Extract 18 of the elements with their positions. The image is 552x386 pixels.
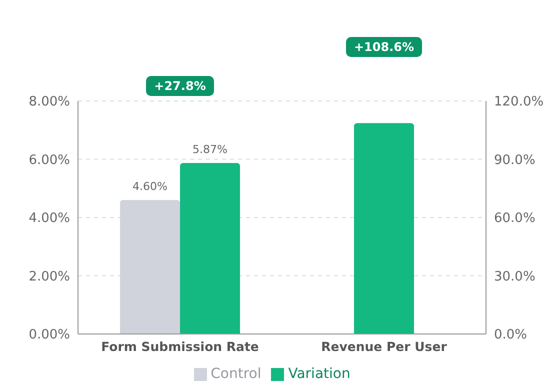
x-tick-label: Form Submission Rate	[101, 338, 259, 354]
x-tick-label: Revenue Per User	[321, 338, 448, 354]
y2-tick-label: 120.0%	[494, 94, 544, 110]
data-label: 4.60%	[132, 180, 168, 194]
y2-tick-label: 0.0%	[494, 328, 528, 343]
y-tick-label: 8.00%	[28, 94, 70, 110]
y2-tick-label: 30.0%	[494, 269, 536, 284]
y-tick-label: 2.00%	[28, 269, 70, 284]
y-tick-label: 6.00%	[28, 152, 70, 168]
y2-tick-label: 90.0%	[494, 152, 536, 168]
legend-label: Control	[210, 366, 262, 382]
y-tick-label: 0.00%	[28, 328, 70, 343]
y2-tick-label: 60.0%	[494, 211, 536, 226]
legend-label: Variation	[288, 366, 350, 382]
y-tick-label: 4.00%	[28, 211, 70, 226]
text: +108.6%	[346, 37, 422, 57]
data-label: 5.87%	[192, 143, 228, 156]
text: +27.8%	[146, 76, 214, 96]
